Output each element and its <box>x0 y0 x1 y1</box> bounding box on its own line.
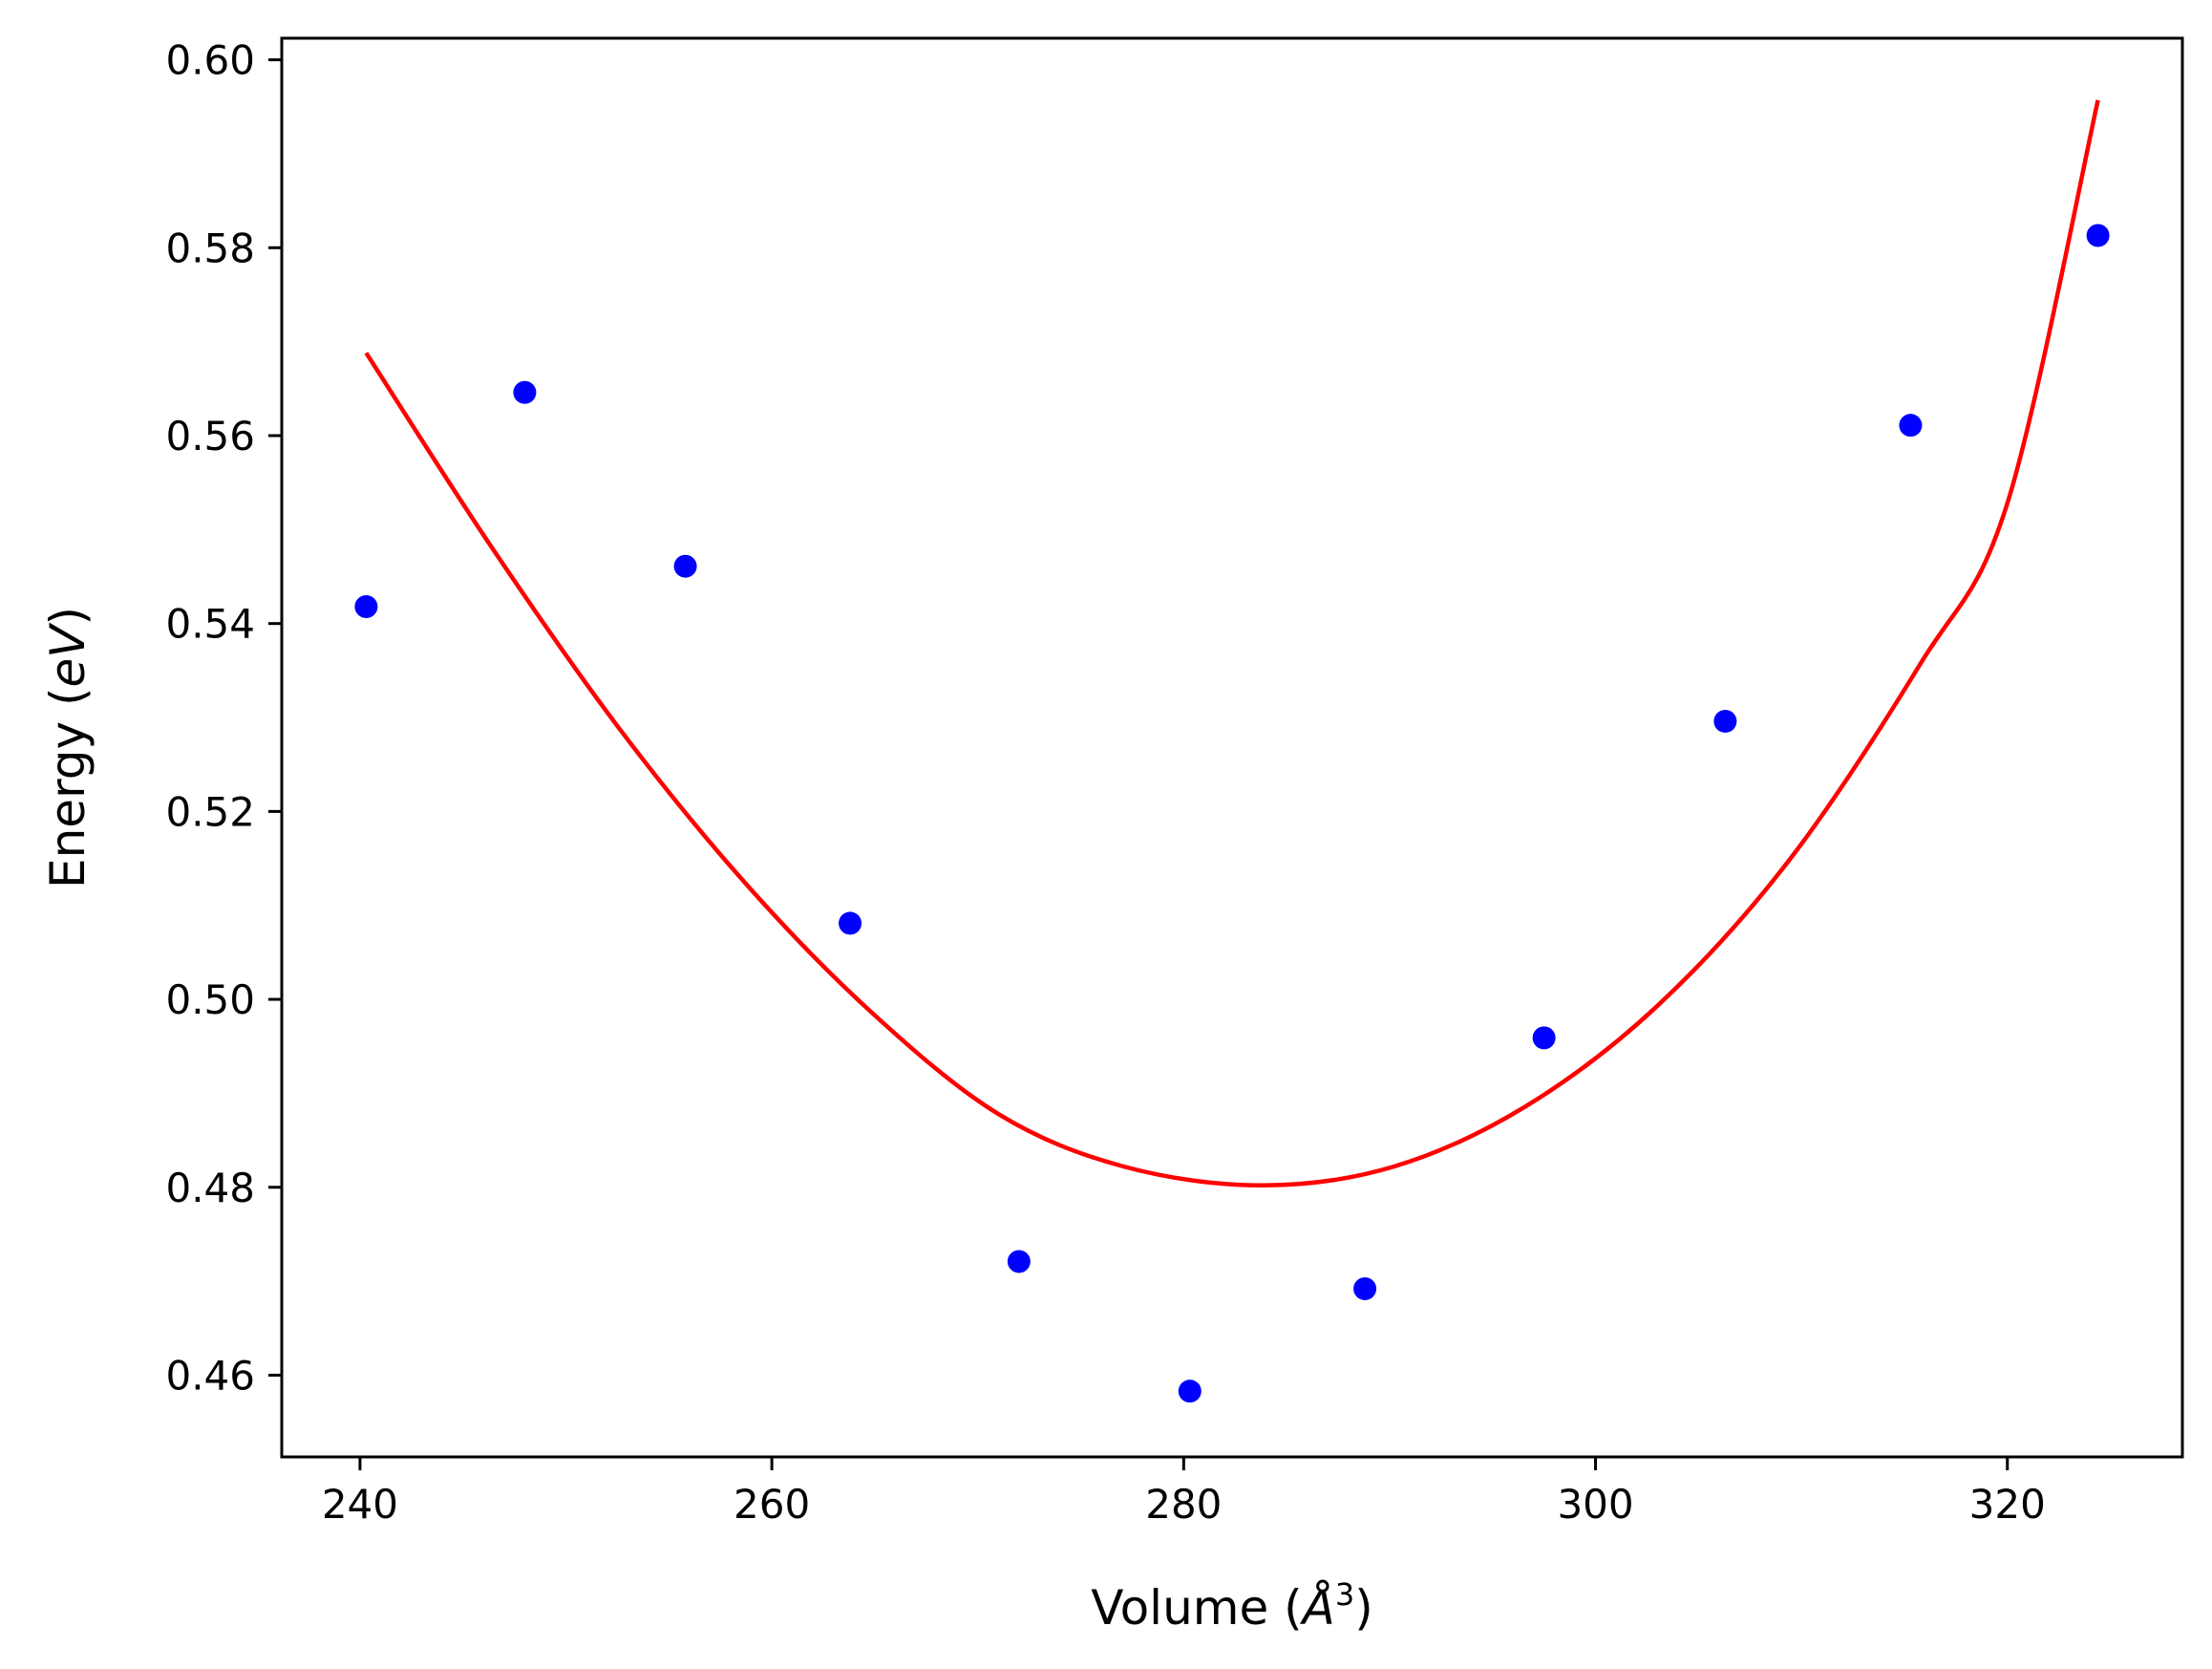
x-axis-label-unit: Å <box>1300 1580 1335 1636</box>
y-axis-label-prefix: Energy ( <box>40 688 96 888</box>
axes-frame <box>280 36 2184 1459</box>
data-point <box>1353 1276 1377 1300</box>
y-tick-label: 0.46 <box>165 1352 255 1399</box>
x-tick-label: 260 <box>734 1481 810 1528</box>
y-tick-label: 0.56 <box>165 413 255 460</box>
data-point <box>2086 224 2110 247</box>
y-axis-label: Energy (eV) <box>40 607 96 888</box>
data-point <box>1007 1250 1031 1273</box>
y-axis-label-unit: eV <box>40 622 96 688</box>
fit-curve <box>364 99 2100 1188</box>
y-tick-label: 0.52 <box>165 788 255 835</box>
plot-area <box>354 99 2110 1403</box>
data-point <box>354 594 378 618</box>
data-point <box>839 911 862 935</box>
y-tick-label: 0.54 <box>165 601 255 648</box>
x-tick-label: 240 <box>322 1481 398 1528</box>
x-tick-label: 280 <box>1145 1481 1222 1528</box>
data-point <box>673 554 697 578</box>
x-tick-label: 320 <box>1969 1481 2046 1528</box>
y-tick-label: 0.48 <box>165 1165 255 1211</box>
y-axis-label-suffix: ) <box>40 607 96 626</box>
x-axis-label-prefix: Volume ( <box>1091 1580 1302 1636</box>
y-tick-label: 0.60 <box>165 37 255 84</box>
x-tick-label: 300 <box>1557 1481 1633 1528</box>
data-point <box>1532 1026 1556 1050</box>
x-axis-label-suffix: ) <box>1354 1580 1373 1636</box>
data-point <box>513 380 537 404</box>
x-axis-label: Volume (Å3) <box>1091 1576 1372 1636</box>
data-point <box>1899 414 1923 438</box>
x-axis-label-exponent: 3 <box>1335 1576 1354 1613</box>
data-point <box>1178 1380 1202 1403</box>
y-tick-label: 0.50 <box>165 976 255 1023</box>
y-axis-ticks: 0.46 0.48 0.50 0.52 0.54 0.56 0.58 0.60 <box>165 37 282 1399</box>
y-tick-label: 0.58 <box>165 225 255 271</box>
data-points-layer <box>354 224 2110 1403</box>
fit-curve-layer <box>364 99 2100 1188</box>
x-axis-ticks: 240 260 280 300 320 <box>322 1457 2046 1528</box>
data-point <box>1713 709 1737 733</box>
